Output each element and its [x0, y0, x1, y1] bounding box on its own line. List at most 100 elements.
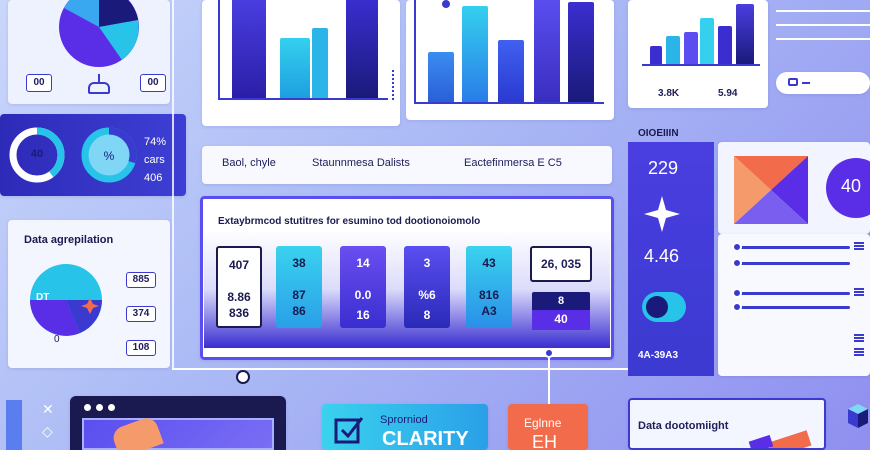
connector-line	[172, 368, 632, 370]
bar-chart-card-2	[406, 0, 614, 120]
clarity-card[interactable]: Sprorniod CLARITY	[322, 404, 488, 450]
pencil-icon	[768, 430, 812, 448]
donut-chart-white	[9, 127, 65, 183]
right-header: OIOEIIIN	[638, 128, 679, 139]
badge-right: 00	[140, 74, 166, 92]
engine-line-1: Eglnne	[524, 416, 562, 430]
slider-1[interactable]	[736, 246, 850, 249]
browser-window	[70, 396, 286, 450]
bar-2	[280, 38, 310, 98]
media-card: 40	[718, 142, 870, 234]
right-big-2: 4.46	[644, 246, 680, 266]
col-2-top: 38	[292, 256, 306, 270]
col-1-bottom: 836	[228, 306, 250, 320]
strip-label-1[interactable]: Baol, chyle	[222, 157, 276, 169]
image-thumbnail	[734, 156, 808, 224]
search-field[interactable]	[776, 72, 870, 94]
bar-6	[462, 6, 488, 102]
col-3-top: 14	[356, 256, 370, 270]
col-2-mid: 87	[292, 288, 306, 302]
close-icon[interactable]: ✕	[42, 402, 54, 418]
donut-chart-cyan: %	[81, 127, 137, 183]
right-stats-panel: 229 4.46 4A-39A3	[628, 142, 714, 376]
highlight-mid: 8	[557, 295, 565, 307]
strip-label-3[interactable]: Eactefinmersa E C5	[464, 157, 562, 169]
data-doc-card: Data dootomiight	[628, 398, 826, 450]
tag-3: 108	[126, 340, 156, 356]
pie-label: DT	[36, 292, 50, 303]
right-footer: 4A-39A3	[638, 350, 679, 361]
circle-value: 40	[840, 176, 862, 196]
engine-line-2: EH	[532, 432, 558, 450]
bar-8	[534, 0, 560, 102]
section-title: Data agrepilation	[24, 234, 114, 246]
strip-label-2[interactable]: Staunnmesa Dalists	[312, 157, 410, 169]
col-1-top: 407	[228, 258, 250, 272]
toggle-icon[interactable]	[642, 292, 686, 322]
list-lines	[776, 10, 870, 70]
bar-3	[312, 28, 328, 98]
col-3-bottom: 16	[356, 308, 370, 322]
badge-left: 00	[26, 74, 52, 92]
col-5-bottom: A3	[481, 304, 497, 318]
bar-7	[498, 40, 524, 102]
value-1: 3.8K	[658, 88, 680, 99]
col-2-bottom: 86	[292, 304, 306, 318]
bar-9	[568, 2, 594, 102]
bar-chart-card-3: 3.8K 5.94	[628, 0, 768, 108]
tag-2: 374	[126, 306, 156, 322]
label-strip: Baol, chyle Staunnmesa Dalists Eactefinm…	[202, 146, 612, 184]
search-icon	[788, 78, 798, 86]
donut-value: 40	[30, 148, 44, 160]
engine-card[interactable]: Eglnne EH	[508, 404, 588, 450]
pie-chart-top	[59, 0, 139, 67]
vertical-bar	[6, 400, 22, 450]
bar-chart-card-1	[202, 0, 400, 126]
stat-count: 406	[144, 172, 163, 184]
bar-4	[346, 0, 378, 98]
slider-3[interactable]	[736, 292, 850, 295]
col-4-bottom: 8	[423, 308, 431, 322]
col-1-mid: 8.86	[227, 290, 251, 304]
highlight-bottom: 40	[554, 312, 568, 326]
tag-1: 885	[126, 272, 156, 288]
table-col-1[interactable]: 407 8.86 836	[216, 246, 262, 328]
table-highlight-top[interactable]: 26, 035	[530, 246, 592, 282]
stat-label: cars	[144, 154, 165, 166]
col-4-mid: %6	[418, 288, 436, 302]
connector-node-right	[544, 348, 554, 358]
sparkle-icon	[644, 196, 680, 232]
checkbox-icon	[334, 417, 364, 444]
svg-text:%: %	[104, 149, 115, 163]
table-title: Extaybrmcod stutitres for esumino tod do…	[218, 216, 481, 227]
col-5-mid: 816	[478, 288, 500, 302]
data-doc-title: Data dootomiight	[638, 420, 729, 432]
slider-2[interactable]	[736, 262, 850, 265]
table-panel: Extaybrmcod stutitres for esumino tod do…	[200, 196, 614, 360]
col-5-top: 43	[482, 256, 496, 270]
slider-4[interactable]	[736, 306, 850, 309]
table-col-4[interactable]: 3 %6 8	[404, 246, 450, 328]
bar-5	[428, 52, 454, 102]
clarity-line-2: CLARITY	[382, 428, 469, 450]
diamond-icon: ◇	[42, 424, 53, 440]
table-col-3[interactable]: 14 0.0 16	[340, 246, 386, 328]
value-circle: 40	[826, 158, 870, 218]
connector-node-left	[236, 370, 250, 384]
col-4-top: 3	[423, 256, 431, 270]
clarity-line-1: Sprorniod	[380, 414, 428, 426]
stats-card: 40 % 74% cars 406	[0, 114, 186, 196]
pie-base-icon	[88, 82, 110, 94]
pie-zero: 0	[54, 334, 60, 345]
cube-icon	[848, 404, 868, 428]
table-col-5[interactable]: 43 816 A3	[466, 246, 512, 328]
right-big-1: 229	[648, 158, 679, 178]
table-col-2[interactable]: 38 87 86	[276, 246, 322, 328]
bar-1	[232, 0, 266, 98]
data-aggregation-card: Data agrepilation DT 0 885 374 108	[8, 220, 170, 368]
stat-percent: 74%	[144, 136, 167, 148]
highlight-value: 26, 035	[540, 257, 582, 271]
slider-card	[718, 234, 870, 376]
col-3-mid: 0.0	[354, 288, 372, 302]
table-highlight-bottom[interactable]: 8 40	[532, 292, 590, 330]
